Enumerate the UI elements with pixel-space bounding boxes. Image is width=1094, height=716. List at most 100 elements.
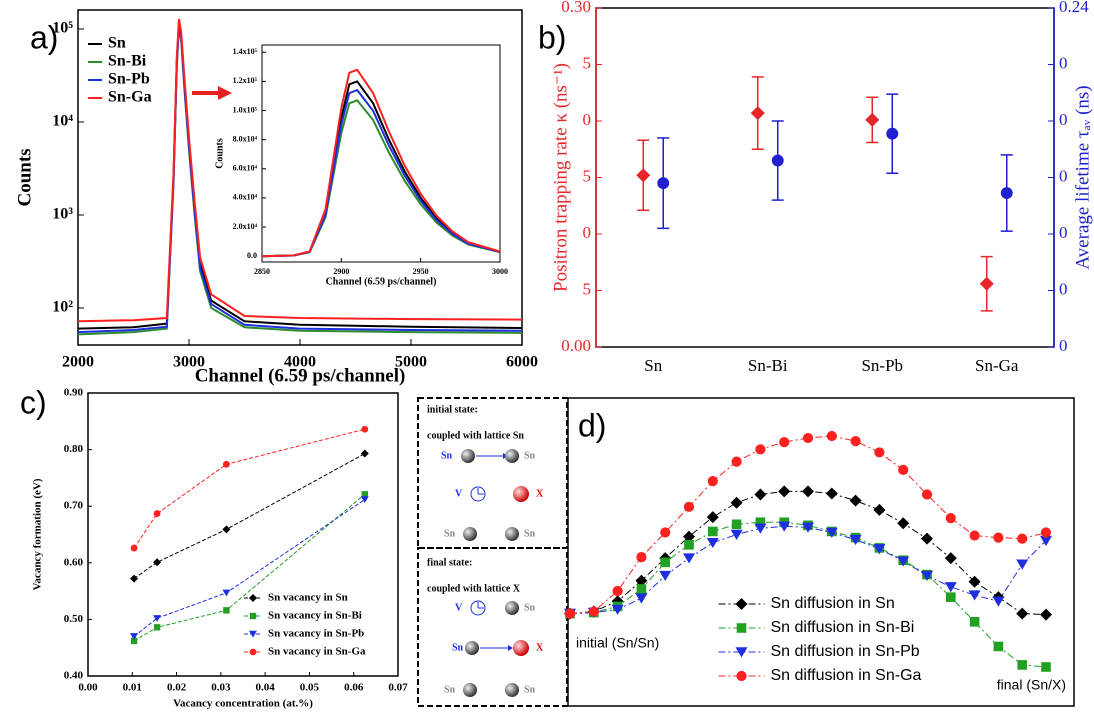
vacancy xyxy=(470,600,486,616)
y-tick-label: 0.70 xyxy=(64,500,84,512)
series-line xyxy=(569,435,1047,615)
x-tick-label: 2950 xyxy=(413,267,429,276)
arrow-head xyxy=(508,645,513,651)
marker xyxy=(849,494,862,507)
legend-label: Sn vacancy in Sn xyxy=(268,592,348,604)
legend: Sn diffusion in Sn Sn diffusion in Sn-Bi S… xyxy=(718,595,922,684)
series-line xyxy=(569,525,1047,615)
marker xyxy=(849,534,862,546)
marker xyxy=(1040,535,1052,547)
atom xyxy=(513,486,529,502)
marker xyxy=(754,523,767,534)
marker xyxy=(754,488,767,501)
y-tick-label: 1.2x10⁵ xyxy=(233,76,258,85)
marker xyxy=(659,570,672,582)
legend-label: Sn vacancy in Sn-Bi xyxy=(268,610,362,622)
marker xyxy=(130,544,138,552)
marker xyxy=(1040,608,1052,621)
x-tick-label: 6000 xyxy=(506,354,538,371)
marker xyxy=(636,168,651,183)
x-tick-label: 0.04 xyxy=(256,682,276,694)
x-tick-label: 0.00 xyxy=(78,682,98,694)
plot-frame xyxy=(261,44,501,263)
vacancy-hand xyxy=(477,602,484,609)
marker xyxy=(249,612,257,620)
state-title: final state: xyxy=(427,557,472,568)
marker xyxy=(249,594,257,602)
x-tick-label: Sn xyxy=(644,356,662,375)
panel: a) 2000 3000 4000 5000 6000 10² 10³ 10⁴ 10⁵ Channe… xyxy=(14,9,538,386)
marker xyxy=(683,530,695,543)
y-tick-label: 10² xyxy=(52,299,73,316)
marker xyxy=(153,615,162,622)
x-tick-label: 2850 xyxy=(254,267,270,276)
x-tick-label: 0.01 xyxy=(123,682,142,694)
marker xyxy=(588,606,599,617)
legend-label: Sn diffusion in Sn-Pb xyxy=(771,643,920,660)
x-tick-label: 2900 xyxy=(333,267,349,276)
y-axis-label: Counts xyxy=(14,148,35,206)
marker xyxy=(969,530,980,541)
legend-label: Sn-Bi xyxy=(108,53,147,70)
y-tick-label: 10⁴ xyxy=(52,113,73,130)
series-line xyxy=(569,490,1047,616)
marker xyxy=(944,582,957,593)
marker xyxy=(361,491,368,498)
x-tick-label: 3000 xyxy=(492,267,508,276)
y-tick-label: 0 xyxy=(583,110,592,129)
atom-label: Sn xyxy=(524,528,536,539)
panel: c) 0.00 0.01 0.02 0.03 0.04 0.05 0.06 0.07 0.40 0.… xyxy=(20,384,408,709)
marker xyxy=(730,529,743,540)
marker xyxy=(153,558,162,567)
x-tick-label: 0.03 xyxy=(211,682,231,694)
marker xyxy=(825,487,838,500)
y-tick-label: 8.0x10⁴ xyxy=(233,134,258,143)
atom-label: Sn xyxy=(452,642,464,653)
y-tick-label: 0.30 xyxy=(561,0,591,16)
marker xyxy=(771,154,784,167)
y-tick-label: 10³ xyxy=(52,206,73,223)
x-axis-label: Channel (6.59 ps/channel) xyxy=(195,365,406,386)
marker xyxy=(706,537,719,549)
marker xyxy=(635,593,648,604)
series-line xyxy=(133,498,366,637)
atom-label: Sn xyxy=(444,684,456,695)
panel: d) Sn diffusion in Sn Sn diffusion in Sn-B… xyxy=(564,397,1075,707)
marker xyxy=(755,517,766,528)
panel-label: b) xyxy=(538,19,566,55)
x-tick-label: 5000 xyxy=(395,354,427,371)
y-tick-label: 5 xyxy=(583,53,592,72)
marker xyxy=(130,637,138,645)
y-tick-label: 0.60 xyxy=(64,556,84,568)
marker xyxy=(360,496,369,504)
atom-label: X xyxy=(536,642,544,653)
marker xyxy=(802,522,814,533)
marker xyxy=(873,544,886,555)
marker xyxy=(657,177,670,190)
marker xyxy=(778,485,791,498)
series-line xyxy=(133,428,365,549)
marker xyxy=(708,526,718,537)
marker xyxy=(223,607,230,614)
atom-label: Sn xyxy=(441,450,453,461)
marker xyxy=(1040,527,1052,538)
marker xyxy=(636,552,647,563)
x-tick-label: 0.06 xyxy=(344,682,364,694)
marker xyxy=(731,519,742,530)
legend-label: Sn diffusion in Sn xyxy=(771,595,895,612)
series-line xyxy=(133,493,366,642)
marker xyxy=(802,485,814,498)
marker xyxy=(706,511,719,524)
marker xyxy=(635,574,648,587)
atom-label: Sn xyxy=(524,684,536,695)
marker xyxy=(683,501,695,512)
series-line xyxy=(261,68,501,258)
y-tick-label: 10⁵ xyxy=(52,20,73,37)
y-tick-label: 0.80 xyxy=(64,443,84,455)
y2-tick-label: 0 xyxy=(1059,223,1068,242)
atom xyxy=(463,683,477,697)
marker xyxy=(735,647,748,658)
marker xyxy=(750,106,765,121)
atom xyxy=(505,449,519,463)
